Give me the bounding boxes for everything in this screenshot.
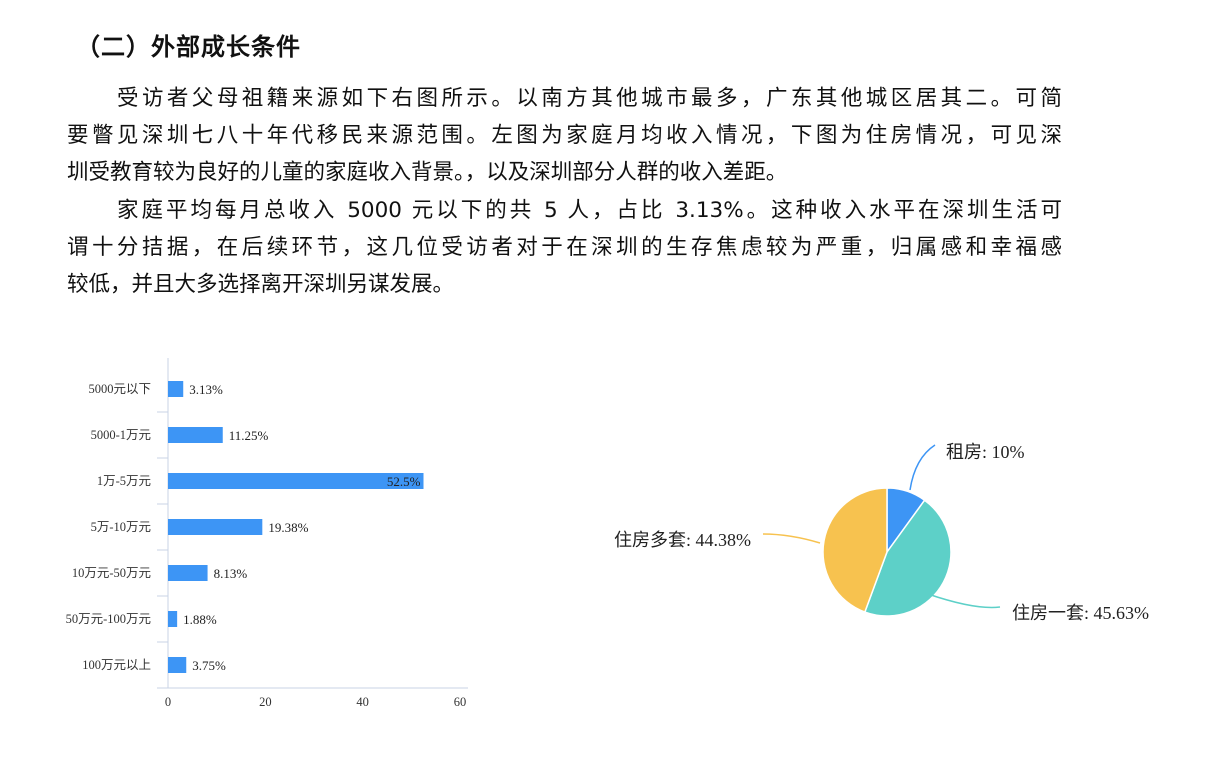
leader-line [762,533,821,544]
bar [168,611,178,627]
slice-label: 租房: 10% [946,442,1025,462]
category-label: 100万元以上 [82,658,151,672]
data-label: 3.13% [189,382,223,397]
data-label: 11.25% [229,428,269,443]
data-label: 52.5% [387,474,421,489]
leader-line [909,444,936,491]
category-label: 1万-5万元 [97,474,151,488]
bar [168,565,208,581]
pie-slice [863,499,952,617]
text-line: 要瞥见深圳七八十年代移民来源范围。左图为家庭月均收入情况，下图为住房情况，可见深 [67,123,1062,149]
text-line: 较低，并且大多选择离开深圳另谋发展。 [67,272,455,298]
pie-slice [822,487,888,614]
bar [168,519,263,535]
bar [168,657,187,673]
x-tick-label: 0 [165,695,171,709]
data-label: 8.13% [214,566,248,581]
text-line: 受访者父母祖籍来源如下右图所示。以南方其他城市最多，广东其他城区居其二。可简 [117,86,1062,111]
bar [168,381,184,397]
paragraph-2: 家庭平均每月总收入 5000 元以下的共 5 人，占比 3.13%。这种收入水平… [67,192,1062,304]
data-label: 3.75% [192,658,226,673]
x-tick-label: 20 [259,695,272,709]
bar [168,473,424,489]
data-label: 19.38% [268,520,308,535]
section-title: （二）外部成长条件 [76,33,301,61]
data-label: 1.88% [183,612,217,627]
text-line: 谓十分拮据，在后续环节，这几位受访者对于在深圳的生存焦虑较为严重，归属感和幸福感 [67,234,1062,260]
text-line: 家庭平均每月总收入 5000 元以下的共 5 人，占比 3.13%。这种收入水平… [117,197,1062,223]
leader-line [927,593,1001,609]
x-tick-label: 40 [356,695,369,709]
category-label: 50万元-100万元 [66,612,151,626]
body-text: 受访者父母祖籍来源如下右图所示。以南方其他城市最多，广东其他城区居其二。可简 要… [67,80,1062,303]
category-label: 5000元以下 [88,382,151,396]
text-line: 圳受教育较为良好的儿童的家庭收入背景。，以及深圳部分人群的收入差距。 [67,160,788,186]
bar [168,427,223,443]
category-label: 10万元-50万元 [72,566,151,580]
category-label: 5万-10万元 [91,520,151,534]
slice-label: 住房多套: 44.38% [614,530,751,550]
category-label: 5000-1万元 [91,428,151,442]
paragraph-1: 受访者父母祖籍来源如下右图所示。以南方其他城市最多，广东其他城区居其二。可简 要… [67,80,1062,192]
slice-label: 住房一套: 45.63% [1012,603,1149,623]
x-tick-label: 60 [454,695,467,709]
